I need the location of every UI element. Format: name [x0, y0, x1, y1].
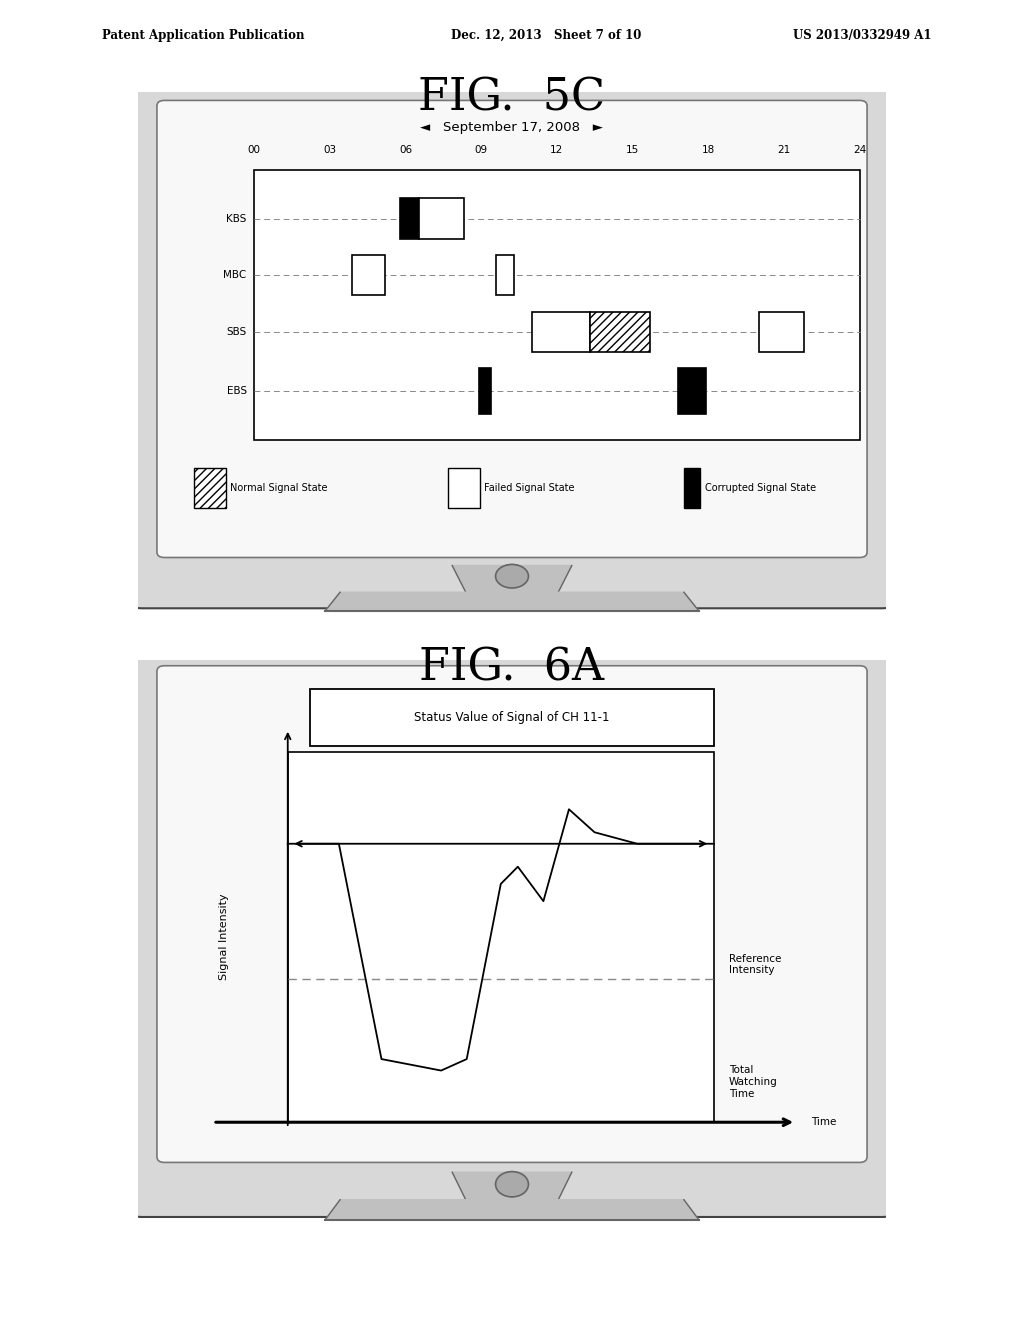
Bar: [531, 312, 590, 352]
Text: 12: 12: [550, 145, 563, 156]
Bar: [195, 467, 225, 508]
FancyBboxPatch shape: [157, 100, 867, 557]
Polygon shape: [453, 565, 571, 595]
Bar: [352, 255, 385, 296]
Bar: [420, 198, 464, 239]
Text: Reference
Intensity: Reference Intensity: [729, 953, 781, 975]
Text: KBS: KBS: [226, 214, 247, 223]
FancyBboxPatch shape: [157, 665, 867, 1163]
Bar: [400, 198, 420, 239]
Text: 03: 03: [324, 145, 336, 156]
Text: Dec. 12, 2013   Sheet 7 of 10: Dec. 12, 2013 Sheet 7 of 10: [451, 29, 641, 42]
Text: SBS: SBS: [226, 327, 247, 337]
Circle shape: [496, 1172, 528, 1197]
Text: ◄   September 17, 2008   ►: ◄ September 17, 2008 ►: [421, 120, 603, 133]
Text: Patent Application Publication: Patent Application Publication: [102, 29, 305, 42]
Text: 00: 00: [248, 145, 260, 156]
Bar: [678, 368, 706, 414]
Text: 18: 18: [701, 145, 715, 156]
Text: Corrupted Signal State: Corrupted Signal State: [705, 483, 816, 492]
Text: Signal Intensity: Signal Intensity: [219, 894, 229, 981]
Text: Time: Time: [811, 1117, 837, 1127]
Text: FIG.  5C: FIG. 5C: [419, 77, 605, 120]
FancyBboxPatch shape: [123, 84, 901, 609]
FancyBboxPatch shape: [123, 648, 901, 1217]
Text: FIG.  6A: FIG. 6A: [420, 647, 604, 690]
Text: 09: 09: [474, 145, 487, 156]
Text: 15: 15: [626, 145, 639, 156]
Text: US 2013/0332949 A1: US 2013/0332949 A1: [794, 29, 932, 42]
Bar: [759, 312, 804, 352]
Text: 06: 06: [399, 145, 412, 156]
Bar: [478, 368, 492, 414]
Bar: [684, 467, 700, 508]
Text: 21: 21: [777, 145, 791, 156]
Text: Total
Watching
Time: Total Watching Time: [729, 1065, 777, 1098]
Polygon shape: [326, 593, 698, 611]
Polygon shape: [326, 1200, 698, 1220]
Text: EBS: EBS: [226, 387, 247, 396]
Circle shape: [496, 565, 528, 587]
Polygon shape: [453, 1172, 571, 1203]
Bar: [497, 255, 514, 296]
Text: Failed Signal State: Failed Signal State: [484, 483, 574, 492]
Text: MBC: MBC: [223, 271, 247, 280]
Text: Status Value of Signal of CH 11-1: Status Value of Signal of CH 11-1: [415, 711, 609, 723]
Bar: [254, 170, 859, 440]
Bar: [449, 467, 480, 508]
FancyBboxPatch shape: [310, 689, 714, 746]
Text: 24: 24: [853, 145, 866, 156]
Text: Normal Signal State: Normal Signal State: [230, 483, 328, 492]
Bar: [288, 752, 714, 1122]
Bar: [590, 312, 650, 352]
